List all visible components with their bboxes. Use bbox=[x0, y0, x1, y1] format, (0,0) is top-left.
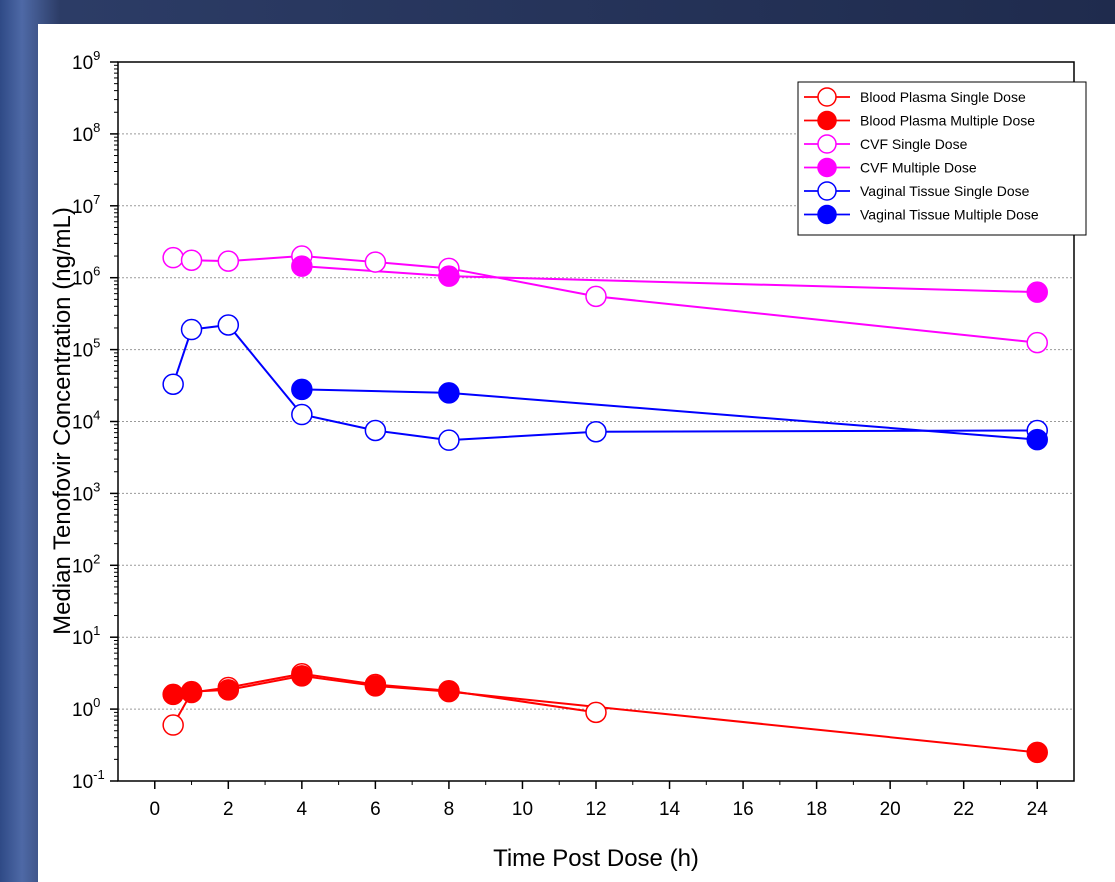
chart-canvas: 0 2 4 6 8 10 12 14 16 18 20 22 24 10-110010110210310… bbox=[49, 48, 1087, 872]
legend-marker bbox=[817, 134, 837, 154]
x-axis-title: Time Post Dose (h) bbox=[493, 845, 699, 872]
data-point bbox=[217, 679, 240, 701]
data-point bbox=[217, 250, 240, 272]
x-tick-label: 24 bbox=[1027, 799, 1049, 820]
y-tick-base: 10 bbox=[72, 341, 93, 362]
x-tick-label: 20 bbox=[880, 799, 901, 820]
y-tick-exponent: 2 bbox=[93, 551, 100, 566]
series-layer bbox=[162, 245, 1048, 764]
legend-label: Vaginal Tissue Single Dose bbox=[860, 183, 1030, 199]
legend-marker bbox=[817, 110, 837, 131]
y-tick-label: 102 bbox=[72, 551, 100, 577]
data-point bbox=[1026, 741, 1048, 764]
y-tick-label: 101 bbox=[72, 623, 100, 649]
y-tick-exponent: 9 bbox=[93, 48, 100, 63]
legend-label: CVF Multiple Dose bbox=[860, 160, 977, 176]
data-point bbox=[162, 373, 184, 395]
y-tick-label: 105 bbox=[72, 336, 100, 362]
data-point bbox=[585, 285, 607, 308]
data-point bbox=[364, 251, 387, 273]
data-point bbox=[438, 265, 460, 287]
data-point bbox=[364, 419, 387, 442]
y-tick-exponent: 5 bbox=[93, 336, 100, 351]
y-tick-base: 10 bbox=[72, 628, 93, 649]
x-tick-label: 18 bbox=[806, 799, 827, 820]
x-tick-label: 22 bbox=[953, 799, 974, 820]
data-point bbox=[180, 680, 203, 703]
y-tick-base: 10 bbox=[72, 197, 93, 218]
data-point bbox=[1026, 331, 1048, 354]
data-point bbox=[438, 429, 460, 451]
y-tick-label: 104 bbox=[72, 408, 100, 434]
data-point bbox=[438, 382, 460, 404]
legend-marker bbox=[817, 181, 837, 201]
y-tick-exponent: -1 bbox=[93, 767, 105, 782]
y-tick-exponent: 1 bbox=[93, 623, 100, 638]
y-tick-base: 10 bbox=[72, 556, 93, 577]
y-tick-label: 106 bbox=[72, 264, 100, 290]
y-tick-exponent: 6 bbox=[93, 264, 100, 279]
data-point bbox=[217, 314, 240, 336]
data-point bbox=[1026, 281, 1048, 303]
y-tick-exponent: 4 bbox=[93, 408, 100, 423]
data-point bbox=[291, 665, 313, 687]
data-point bbox=[291, 378, 313, 401]
data-point bbox=[291, 403, 313, 426]
x-axis: 0 2 4 6 8 10 12 14 16 18 20 22 24 bbox=[149, 781, 1048, 820]
legend-label: Blood Plasma Multiple Dose bbox=[860, 113, 1035, 129]
x-tick-label: 0 bbox=[149, 799, 160, 820]
y-tick-exponent: 0 bbox=[93, 695, 100, 710]
data-point bbox=[162, 714, 184, 736]
data-point bbox=[585, 421, 607, 443]
data-point bbox=[291, 255, 313, 277]
y-tick-exponent: 8 bbox=[93, 120, 100, 135]
legend-box bbox=[797, 81, 1087, 236]
y-tick-label: 108 bbox=[72, 120, 100, 146]
y-tick-exponent: 7 bbox=[93, 192, 100, 207]
x-tick-label: 4 bbox=[297, 799, 308, 820]
legend: Blood Plasma Single Dose Blood Plasma Mul… bbox=[797, 81, 1087, 236]
x-tick-label: 10 bbox=[512, 799, 533, 820]
chart-panel: 0 2 4 6 8 10 12 14 16 18 20 22 24 10-1 100 101 102 103 10… bbox=[38, 24, 1115, 882]
x-tick-label: 12 bbox=[585, 799, 606, 820]
data-point bbox=[180, 318, 203, 341]
legend-marker bbox=[817, 87, 837, 107]
legend-label: CVF Single Dose bbox=[860, 136, 968, 152]
y-tick-base: 10 bbox=[72, 53, 93, 74]
y-tick-base: 10 bbox=[72, 125, 93, 146]
y-tick-base: 10 bbox=[72, 772, 93, 793]
y-axis-title: Median Tenofovir Concentration (ng/mL) bbox=[49, 207, 76, 635]
data-point bbox=[364, 675, 387, 697]
data-point bbox=[180, 249, 203, 271]
x-tick-label: 6 bbox=[370, 799, 381, 820]
x-tick-label: 2 bbox=[223, 799, 234, 820]
y-tick-label: 107 bbox=[72, 192, 100, 218]
x-tick-label: 14 bbox=[659, 799, 681, 820]
y-tick-base: 10 bbox=[72, 700, 93, 721]
y-tick-exponent: 3 bbox=[93, 479, 100, 494]
series-line bbox=[301, 265, 1038, 294]
legend-label: Blood Plasma Single Dose bbox=[860, 89, 1026, 105]
x-tick-label: 16 bbox=[733, 799, 754, 820]
x-tick-label: 8 bbox=[444, 799, 455, 820]
legend-marker bbox=[817, 157, 837, 178]
data-point bbox=[162, 246, 184, 269]
data-point bbox=[162, 683, 184, 706]
y-tick-label: 10-1 bbox=[72, 767, 105, 793]
y-tick-label: 109 bbox=[72, 48, 100, 74]
legend-label: Vaginal Tissue Multiple Dose bbox=[860, 207, 1039, 223]
data-point bbox=[438, 680, 460, 703]
y-tick-label: 103 bbox=[72, 479, 100, 505]
data-point bbox=[585, 701, 607, 724]
y-tick-label: 100 bbox=[72, 695, 100, 721]
y-tick-base: 10 bbox=[72, 269, 93, 290]
y-tick-base: 10 bbox=[72, 484, 93, 505]
legend-marker bbox=[817, 204, 837, 225]
y-tick-base: 10 bbox=[72, 413, 93, 434]
data-point bbox=[1026, 428, 1048, 451]
